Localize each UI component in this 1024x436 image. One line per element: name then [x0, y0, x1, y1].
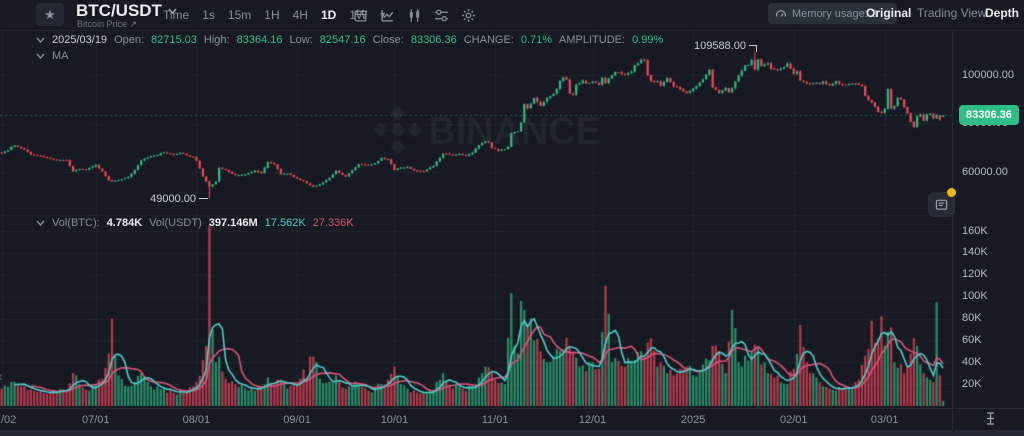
time-tick-07-01: 07/01 [82, 414, 110, 426]
timeframe-list: Time 1s 15m 1H 4H 1D 1W ▾ [163, 0, 385, 30]
volume-tick-80K: 80K [962, 312, 982, 324]
low-price-annotation: 49000.00 [150, 193, 196, 205]
memory-usage-text: Memory usage: 3 [792, 7, 877, 20]
volume-tick-100K: 100K [962, 290, 988, 303]
open-value: 82715.03 [151, 34, 197, 46]
external-link-icon: ↗ [129, 19, 138, 29]
volume-tick-60K: 60K [962, 333, 982, 346]
chevron-down-icon [168, 8, 177, 14]
time-tick-02-01: 02/01 [780, 414, 808, 426]
high-annotation-line [749, 45, 757, 46]
collapse-ohlc-icon[interactable] [36, 37, 45, 43]
volume-tick-40K: 40K [962, 355, 982, 368]
vol-ma5-value: 17.562K [264, 217, 306, 229]
timeframe-more-icon[interactable]: ▾ [380, 9, 386, 21]
volume-legend: Vol(BTC): 4.784K Vol(USDT) 397.146M 17.5… [36, 217, 354, 229]
star-icon: ★ [44, 6, 56, 22]
timeframe-1h[interactable]: 1H [264, 8, 280, 22]
vol-usdt-value: 397.146M [208, 217, 258, 229]
volume-tick-140K: 140K [962, 246, 988, 259]
time-tick-03-01: 03/01 [870, 414, 899, 426]
change-label: CHANGE: [463, 34, 514, 46]
toolbar-icon-group [352, 0, 476, 30]
timeframe-1d[interactable]: 1D [320, 8, 337, 22]
favorite-button[interactable]: ★ [36, 3, 64, 26]
symbol-subtitle[interactable]: Bitcoin Price ↗ [77, 19, 138, 29]
settings-icon[interactable] [460, 7, 476, 23]
amplitude-label: AMPLITUDE: [559, 34, 626, 46]
open-label: Open: [114, 34, 145, 46]
vol-usdt-label: Vol(USDT) [149, 217, 202, 229]
ma-label: MA [52, 50, 69, 62]
close-label: Close: [372, 34, 404, 46]
time-axis[interactable] [0, 408, 1024, 431]
ohlc-legend: 2025/03/19 Open: 82715.03 High: 83364.16… [36, 34, 663, 46]
gauge-icon [775, 9, 787, 17]
collapse-volume-icon[interactable] [36, 220, 45, 226]
timeframe-4h[interactable]: 4H [292, 8, 308, 22]
notification-dot [947, 188, 956, 197]
change-value: 0.71% [520, 34, 553, 46]
time-tick-12-01: 12/01 [578, 414, 607, 426]
indicators-icon[interactable] [433, 7, 449, 23]
high-value: 83364.16 [236, 34, 283, 46]
timeframe-time[interactable]: Time [163, 8, 190, 22]
time-tick-11-01: 11/01 [481, 414, 509, 426]
low-value: 82547.16 [319, 34, 366, 46]
chart-style-icon[interactable] [379, 7, 395, 23]
symbol-selector[interactable]: BTC/USDT [76, 1, 177, 21]
last-price-badge: 83306.36 [959, 105, 1019, 126]
volume-tick-120K: 120K [962, 268, 988, 281]
collapse-ma-icon[interactable] [36, 53, 45, 59]
low-annotation-line [199, 198, 208, 199]
high-price-annotation: 109588.00 [694, 40, 746, 52]
high-label: High: [203, 34, 230, 46]
price-axis-border [952, 30, 953, 430]
time-tick--02: /02 [1, 414, 17, 426]
low-label: Low: [289, 34, 313, 46]
bottom-strip [0, 430, 1024, 436]
memory-usage-tooltip: Memory usage: 3 [768, 3, 897, 24]
timeframe-15m[interactable]: 15m [227, 8, 252, 22]
candles-icon[interactable] [406, 7, 422, 23]
ohlc-date: 2025/03/19 [52, 34, 108, 46]
time-tick-10-01: 10/01 [380, 414, 409, 426]
price-tick-60000: 60000.00 [962, 165, 1008, 178]
view-tab-depth[interactable]: Depth [985, 6, 1019, 20]
axis-scale-icon[interactable] [984, 412, 997, 425]
volume-tick-160K: 160K [962, 224, 988, 237]
view-tab-trading-view[interactable]: Trading View [917, 6, 987, 20]
volume-tick-20K: 20K [962, 377, 982, 390]
pane-scroll-left-icon[interactable]: ‹ [0, 368, 3, 385]
timeframe-1s[interactable]: 1s [202, 8, 215, 22]
amplitude-value: 0.99% [632, 34, 664, 46]
vol-btc-value: 4.784K [106, 217, 143, 229]
close-value: 83306.36 [410, 34, 457, 46]
chart-toolbar: ★ BTC/USDT Bitcoin Price ↗ Time 1s 15m 1H 4H… [0, 0, 1024, 31]
time-tick-08-01: 08/01 [182, 414, 211, 426]
high-annotation-connector [756, 45, 757, 52]
calendar-icon[interactable] [352, 7, 368, 23]
vol-btc-label: Vol(BTC): [52, 217, 100, 229]
vol-ma10-value: 27.336K [312, 217, 354, 229]
price-tick-100000: 100000.00 [962, 68, 1014, 81]
view-tab-original[interactable]: Original [866, 6, 912, 20]
time-tick-09-01: 09/01 [283, 414, 311, 426]
news-icon [935, 199, 948, 210]
symbol-name: BTC/USDT [76, 1, 162, 20]
ma-legend: MA [36, 50, 69, 62]
time-tick-2025: 2025 [680, 414, 706, 426]
